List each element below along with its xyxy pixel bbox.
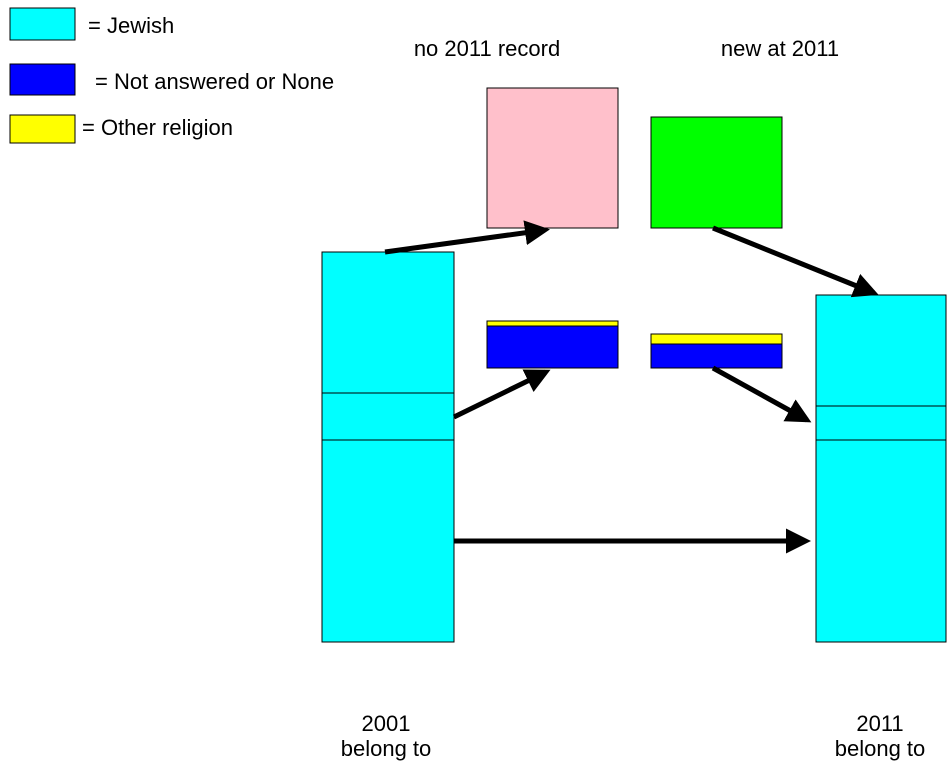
column-caption: belong to [835,736,926,761]
column-2001 [321,251,455,643]
arrow [384,220,550,255]
legend-swatch-other [9,114,76,144]
none-box [650,343,783,369]
legend-label: = Not answered or None [95,69,334,94]
arrow [711,365,812,423]
column-year: 2011 [856,711,903,736]
legend-label: = Other religion [82,115,233,140]
no-record-box [486,87,619,229]
header: new at 2011 [721,36,839,61]
arrow [452,369,551,420]
arrow [712,225,879,298]
header: no 2011 record [414,36,560,61]
legend-label: = Jewish [88,13,174,38]
column-year: 2001 [362,711,411,736]
column-caption: belong to [341,736,432,761]
legend-swatch-jewish [9,7,76,41]
other-strip [650,333,783,345]
none-box [486,325,619,369]
other-strip [486,320,619,327]
legend-swatch-none [9,63,76,96]
new-box [650,116,783,229]
column-2011 [815,294,947,643]
